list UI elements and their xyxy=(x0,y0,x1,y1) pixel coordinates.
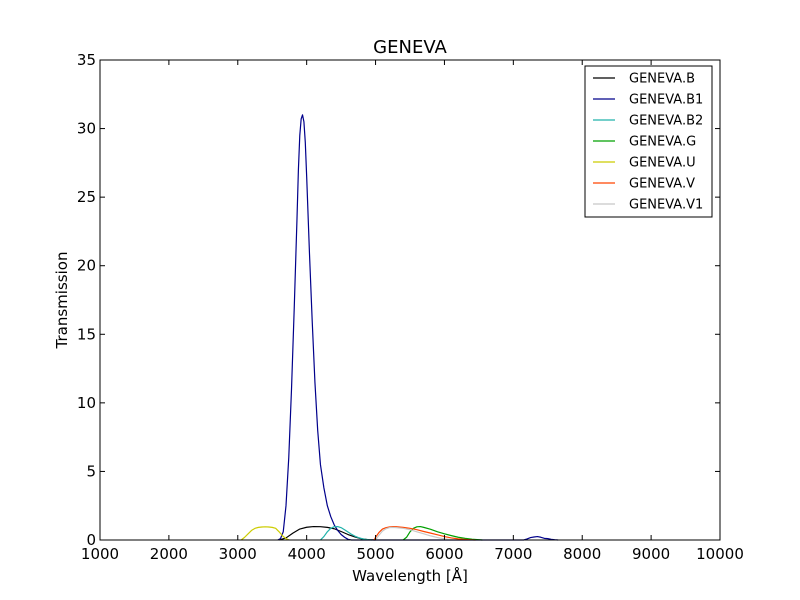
series-line-geneva-v xyxy=(373,525,476,541)
x-axis-label: Wavelength [Å] xyxy=(352,566,468,585)
legend-label: GENEVA.V xyxy=(629,177,695,192)
y-tick-label: 15 xyxy=(77,325,96,343)
x-tick-label: 7000 xyxy=(494,545,532,563)
chart-title: GENEVA xyxy=(373,37,447,58)
plot-frame xyxy=(99,59,721,541)
y-tick-label: 0 xyxy=(86,531,96,549)
y-tick-label: 25 xyxy=(77,188,96,206)
x-tick-label: 4000 xyxy=(288,545,326,563)
x-tick-label: 10000 xyxy=(696,545,744,563)
y-tick-label: 30 xyxy=(77,120,96,138)
legend-label: GENEVA.B1 xyxy=(629,93,703,108)
legend-label: GENEVA.B xyxy=(629,72,695,87)
series-line-geneva-b2 xyxy=(320,525,373,541)
legend: GENEVA.B GENEVA.B1 GENEVA.B2 GENEVA.G GENEVA… xyxy=(584,65,713,218)
legend-label: GENEVA.U xyxy=(629,156,696,171)
x-tick-label: 8000 xyxy=(563,545,601,563)
x-tick-label: 2000 xyxy=(150,545,188,563)
series-layer xyxy=(240,114,559,541)
legend-label: GENEVA.V1 xyxy=(629,198,703,213)
x-tick-label: 5000 xyxy=(356,545,394,563)
x-tick-label: 1000 xyxy=(81,545,119,563)
x-tick-label: 9000 xyxy=(632,545,670,563)
x-tick-label: 6000 xyxy=(425,545,463,563)
y-tick-label: 5 xyxy=(86,462,96,480)
tick-layer: 1000 2000 3000 4000 5000 6000 7000 8000 9000 1000… xyxy=(77,51,744,563)
legend-label: GENEVA.B2 xyxy=(629,114,703,129)
y-tick-label: 20 xyxy=(77,257,96,275)
series-line-geneva-v1 xyxy=(375,526,455,541)
series-line-geneva-u xyxy=(240,526,290,541)
legend-label: GENEVA.G xyxy=(629,135,696,150)
y-tick-label: 35 xyxy=(77,51,96,69)
y-tick-label: 10 xyxy=(77,394,96,412)
x-tick-label: 3000 xyxy=(219,545,257,563)
y-axis-label: Transmission xyxy=(53,252,71,350)
series-line-geneva-b1 xyxy=(277,114,559,541)
